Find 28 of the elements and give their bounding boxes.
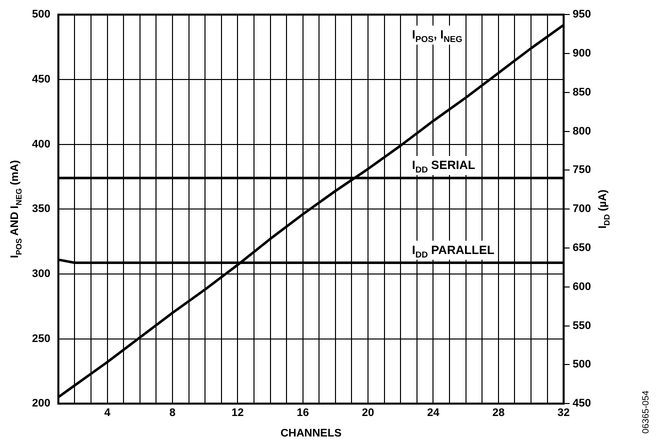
y-tick-label: 300 [32,268,50,280]
y2-tick-label: 850 [572,86,592,98]
x-tick-label: 28 [492,407,505,420]
y-tick-label: 250 [32,332,50,345]
y-tick-label: 500 [32,8,50,21]
y2-tick-label: 800 [572,125,592,138]
x-tick-label: 20 [362,407,374,420]
y2-tick-label: 900 [572,48,592,60]
x-tick-label: 8 [169,407,176,420]
y2-tick-label: 750 [572,164,592,176]
y2-tick-label: 650 [572,242,592,254]
y-tick-label: 200 [32,398,50,410]
text: 06365-054 [640,390,650,434]
y-tick-label: 350 [32,203,50,216]
y2-tick-label: 550 [572,320,592,332]
x-tick-label: 4 [104,407,112,420]
y-tick-label: 450 [32,73,50,86]
y2-tick-label: 600 [572,280,592,293]
y-tick-label: 400 [32,138,50,150]
y2-tick-label: 700 [572,203,592,216]
y2-tick-label: 450 [572,398,592,410]
x-tick-label: 32 [558,407,570,420]
y2-tick-label: 500 [572,358,592,371]
x-tick-label: 24 [427,407,440,420]
x-axis-title: CHANNELS [280,427,342,440]
x-tick-label: 16 [296,407,309,420]
y2-tick-label: 950 [572,8,592,21]
x-tick-label: 12 [232,407,244,420]
